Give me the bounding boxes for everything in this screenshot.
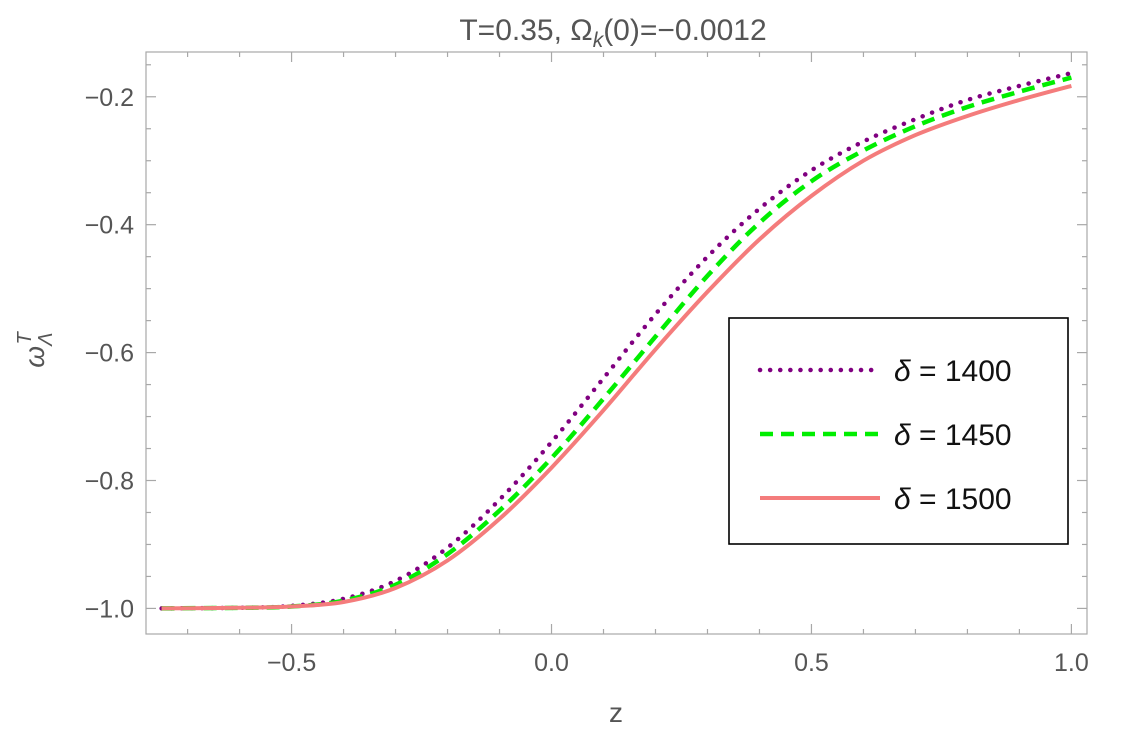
x-tick-label: 0.0 (534, 649, 569, 677)
chart-title: T=0.35, Ωk(0)=−0.0012 (459, 14, 766, 52)
legend-label-2: δ = 1450 (894, 419, 1012, 452)
y-tick-label: −1.0 (85, 595, 134, 623)
legend-label-1: δ = 1400 (894, 355, 1012, 388)
legend-label-value: = 1400 (911, 355, 1012, 388)
legend-label-symbol: δ (894, 419, 911, 452)
y-tick-label: −0.4 (85, 212, 134, 240)
y-axis-label-symbol: ω (19, 346, 50, 368)
x-tick-label: 1.0 (1054, 649, 1089, 677)
y-tick-label: −0.2 (85, 84, 134, 112)
y-axis-label-subscript: Λ (35, 333, 57, 347)
svg-text:ωΛT: ωΛT (14, 331, 57, 368)
y-axis-label: ωΛT (14, 331, 57, 368)
series-line-3 (161, 83, 1072, 611)
y-tick-label: −0.6 (85, 340, 134, 368)
x-axis-label: z (609, 697, 623, 728)
legend-label-3: δ = 1500 (894, 483, 1012, 516)
legend-label-symbol: δ (894, 483, 911, 516)
legend-label-symbol: δ (894, 355, 911, 388)
tick-labels: −0.5 0.0 0.5 1.0 −1.0 −0.8 −0.6 −0.4 −0.2 (85, 84, 1089, 677)
series-line-1 (159, 70, 1074, 611)
legend-label-value: = 1450 (911, 419, 1012, 452)
ticks (146, 52, 1087, 634)
x-tick-label: −0.5 (267, 649, 316, 677)
legend-frame (728, 317, 1069, 545)
y-tick-label: −0.8 (85, 468, 134, 496)
series-lines (159, 70, 1074, 611)
legend-label-value: = 1500 (911, 483, 1012, 516)
x-tick-label: 0.5 (794, 649, 829, 677)
y-axis-label-superscript: T (14, 331, 36, 345)
chart-title-prefix: T=0.35, Ω (459, 14, 592, 47)
chart-title-subscript: k (593, 29, 605, 52)
chart-title-suffix: (0)=−0.0012 (603, 14, 766, 47)
plot-frame (145, 51, 1088, 635)
